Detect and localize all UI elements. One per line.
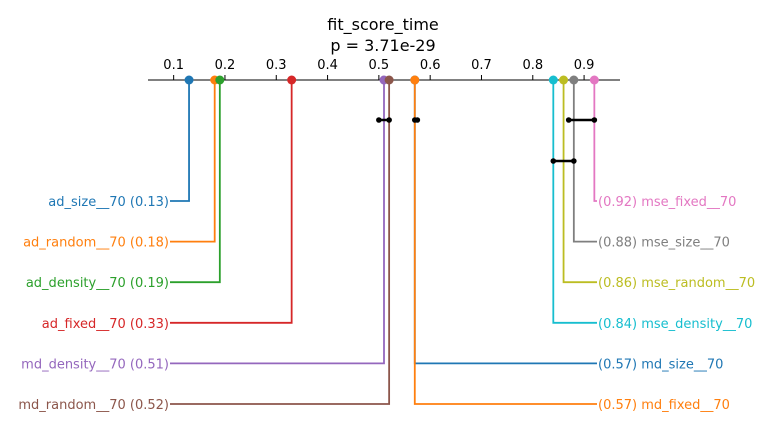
entry-label: ad_size__70 (0.13) <box>48 195 169 210</box>
rank-marker <box>589 75 599 85</box>
connector-line <box>562 80 597 284</box>
rank-marker <box>184 75 194 85</box>
entry-md_random__70: md_random__70 (0.52) <box>18 75 394 413</box>
connector-line <box>170 80 391 405</box>
clique-bar <box>376 117 392 123</box>
rank-marker <box>215 75 225 85</box>
connector-line <box>413 80 597 405</box>
tick-label: 0.2 <box>215 58 236 73</box>
tick-label: 0.9 <box>574 58 595 73</box>
tick-label: 0.5 <box>369 58 390 73</box>
clique-bar <box>550 158 577 164</box>
entry-label: (0.92) mse_fixed__70 <box>598 195 736 210</box>
rank-marker <box>287 75 297 85</box>
connector-line <box>170 80 221 284</box>
clique-bar <box>411 117 421 123</box>
clique-bars <box>376 117 598 164</box>
tick-label: 0.3 <box>266 58 287 73</box>
clique-endpoint <box>565 117 572 123</box>
tick-label: 0.4 <box>317 58 338 73</box>
entry-mse_size__70: (0.88) mse_size__70 <box>569 75 730 251</box>
tick-label: 0.1 <box>163 58 184 73</box>
entry-label: ad_density__70 (0.19) <box>26 276 169 291</box>
rank-marker <box>569 75 579 85</box>
tick-label: 0.6 <box>420 58 441 73</box>
tick-label: 0.7 <box>471 58 492 73</box>
entry-mse_random__70: (0.86) mse_random__70 <box>559 75 755 291</box>
entry-label: (0.57) md_fixed__70 <box>598 398 730 413</box>
chart-subtitle: p = 3.71e-29 <box>330 36 435 55</box>
entry-label: md_density__70 (0.51) <box>21 357 169 372</box>
entry-md_fixed__70: (0.57) md_fixed__70 <box>410 75 730 413</box>
rank-marker <box>410 75 420 85</box>
clique-bar <box>565 117 598 123</box>
entry-label: (0.84) mse_density__70 <box>598 317 752 332</box>
clique-endpoint <box>591 117 598 123</box>
entry-label: ad_fixed__70 (0.33) <box>42 317 169 332</box>
clique-endpoint <box>376 117 382 123</box>
axis-ticks: 0.1 0.2 0.3 0.4 0.5 0.6 0.7 0.8 0.9 <box>163 58 594 80</box>
connector-line <box>170 80 190 202</box>
entry-label: (0.86) mse_random__70 <box>598 276 755 291</box>
entry-ad_density__70: ad_density__70 (0.19) <box>26 75 225 291</box>
entry-label: md_random__70 (0.52) <box>18 398 169 413</box>
clique-endpoint <box>550 158 557 164</box>
entry-mse_fixed__70: (0.92) mse_fixed__70 <box>589 75 736 210</box>
method-entries: ad_size__70 (0.13) ad_random__70 (0.18) ad… <box>18 75 755 413</box>
rank-marker <box>384 75 394 85</box>
entry-md_density__70: md_density__70 (0.51) <box>21 75 389 372</box>
tick-label: 0.8 <box>522 58 543 73</box>
clique-endpoint <box>386 117 392 123</box>
connector-line <box>593 80 597 202</box>
rank-marker <box>559 75 569 85</box>
connector-line <box>170 80 385 365</box>
connector-line <box>170 80 216 243</box>
entry-label: (0.88) mse_size__70 <box>598 236 730 251</box>
connector-line <box>170 80 293 324</box>
clique-endpoint <box>571 158 577 164</box>
connector-line <box>572 80 597 243</box>
chart-title: fit_score_time <box>327 15 439 35</box>
entry-ad_fixed__70: ad_fixed__70 (0.33) <box>42 75 297 332</box>
entry-ad_size__70: ad_size__70 (0.13) <box>48 75 194 210</box>
entry-label: (0.57) md_size__70 <box>598 357 723 372</box>
connector-line <box>552 80 597 324</box>
clique-endpoint <box>414 117 421 123</box>
entry-label: ad_random__70 (0.18) <box>23 236 169 251</box>
rank-marker <box>548 75 558 85</box>
